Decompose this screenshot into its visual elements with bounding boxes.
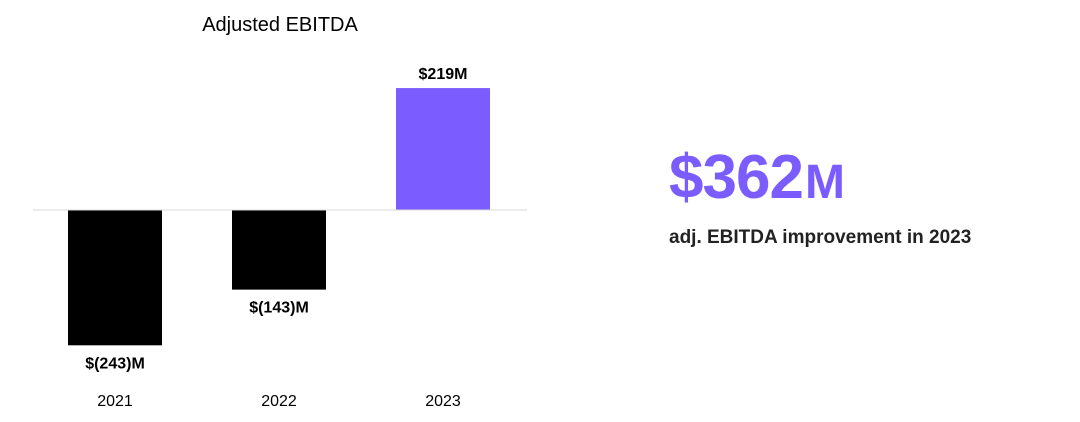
kpi-panel: $362M adj. EBITDA improvement in 2023	[669, 140, 1069, 249]
kpi-number: $362	[669, 143, 804, 212]
data-label-2022: $(143)M	[249, 300, 309, 317]
chart-title: Adjusted EBITDA	[202, 14, 358, 36]
data-label-2021: $(243)M	[85, 355, 145, 372]
kpi-caption: adj. EBITDA improvement in 2023	[669, 227, 972, 248]
data-label-2023: $219M	[419, 66, 468, 83]
category-label-2023: 2023	[425, 393, 461, 410]
bar-2021	[68, 210, 162, 346]
bar-2022	[232, 210, 326, 290]
kpi-value: $362M	[669, 140, 1069, 221]
category-label-2022: 2022	[261, 393, 297, 410]
bar-2023	[396, 88, 490, 210]
ebitda-bar-chart: $(243)M 2021 $(143)M 2022 $219M 2023	[33, 66, 527, 410]
kpi-unit: M	[804, 156, 845, 209]
category-label-2021: 2021	[97, 393, 133, 410]
